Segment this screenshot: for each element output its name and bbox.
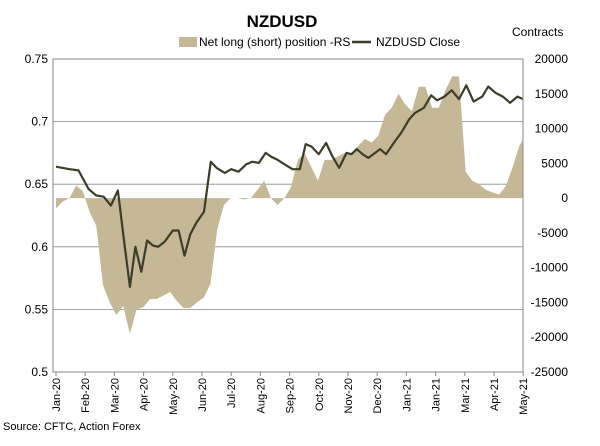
x-axis-ticks: Jan-20 Feb-20 Mar-20 Apr-20 May-20 Jun-20 Jul-…	[51, 372, 530, 415]
x-tick-label: May-21	[518, 378, 530, 415]
x-tick-label: May-20	[168, 378, 180, 415]
source-note: Source: CFTC, Action Forex	[3, 421, 141, 433]
nzdusd-close-line	[55, 84, 524, 288]
right-tick-label: -20000	[531, 330, 569, 344]
x-tick-label: Feb-20	[80, 378, 92, 413]
left-tick-label: 0.7	[31, 115, 48, 129]
left-tick-label: 0.55	[25, 302, 49, 316]
right-tick-label: 15000	[535, 87, 569, 101]
x-tick-label: Apr-20	[139, 378, 151, 411]
plot-frame	[52, 58, 524, 373]
net-position-area	[56, 76, 524, 334]
x-tick-label: Dec-20	[372, 378, 384, 413]
chart-title: NZDUSD	[247, 12, 318, 31]
x-tick-label: Sep-20	[285, 378, 297, 413]
x-tick-label: Aug-20	[255, 378, 267, 413]
x-tick-label: Oct-20	[314, 378, 326, 411]
x-tick-label: Jul-20	[226, 378, 238, 408]
right-tick-label: 20000	[535, 52, 569, 66]
right-tick-label: -25000	[531, 365, 569, 379]
left-axis-ticks: 0.75 0.7 0.65 0.6 0.55 0.5	[25, 52, 49, 379]
left-tick-label: 0.6	[31, 240, 48, 254]
right-tick-label: -10000	[531, 261, 569, 275]
right-tick-label: 5000	[541, 156, 568, 170]
right-axis-label: Contracts	[512, 25, 563, 39]
right-tick-label: -5000	[537, 226, 568, 240]
x-tick-label: Jan-21	[401, 378, 413, 412]
left-tick-label: 0.65	[25, 177, 49, 191]
right-tick-label: 0	[561, 191, 568, 205]
right-tick-label: -15000	[531, 295, 569, 309]
x-tick-label: Jun-20	[197, 378, 209, 412]
left-tick-label: 0.75	[25, 52, 49, 66]
x-tick-label: Jan-21	[431, 378, 443, 412]
legend-swatch-area	[179, 37, 197, 47]
right-tick-label: 10000	[535, 122, 569, 136]
x-tick-label: Nov-20	[343, 378, 355, 413]
x-tick-label: Mar-20	[109, 378, 121, 413]
area-series	[56, 76, 524, 334]
x-tick-label: Mar-21	[460, 378, 472, 413]
x-tick-label: Jan-20	[51, 378, 63, 412]
left-tick-label: 0.5	[31, 365, 48, 379]
legend-label-close: NZDUSD Close	[376, 35, 460, 49]
legend-label-position: Net long (short) position -RS	[199, 35, 350, 49]
x-tick-label: Apr-21	[489, 378, 501, 411]
line-series	[55, 84, 524, 288]
legend: Net long (short) position -RS NZDUSD Clo…	[179, 35, 460, 49]
right-axis-ticks: 20000 15000 10000 5000 0 -5000 -10000 -15000 -20…	[531, 52, 569, 379]
plot-border	[52, 58, 524, 373]
